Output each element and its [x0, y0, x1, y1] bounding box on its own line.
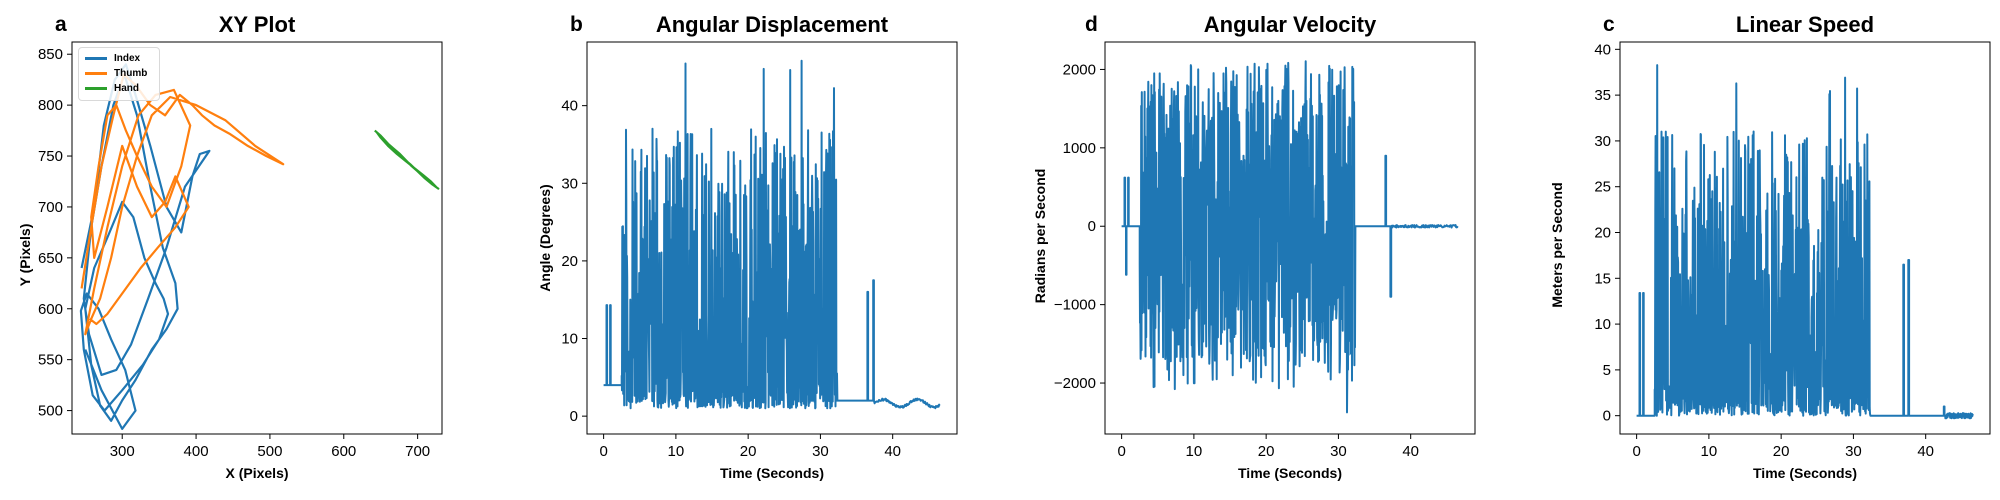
legend-swatch-index — [85, 56, 107, 60]
chart-title-xy-plot: XY Plot — [218, 12, 296, 37]
x-tick-label: 10 — [668, 443, 685, 460]
x-axis-label: X (Pixels) — [225, 465, 289, 481]
legend-label-index: Index — [114, 52, 141, 64]
chart-title-angular-displacement: Angular Displacement — [655, 12, 889, 37]
y-tick-label: 10 — [1594, 316, 1611, 333]
series-line-hand — [374, 129, 440, 190]
x-tick-label: 0 — [1632, 443, 1640, 460]
x-tick-label: 10 — [1701, 443, 1718, 460]
x-tick-label: 0 — [1117, 443, 1125, 460]
x-tick-label: 0 — [599, 443, 607, 460]
plot-area — [603, 59, 941, 410]
x-tick-label: 600 — [331, 443, 356, 460]
x-tick-label: 30 — [1845, 443, 1862, 460]
chart-title-angular-velocity: Angular Velocity — [1203, 12, 1377, 37]
y-tick-label: 5 — [1603, 362, 1611, 379]
plot-area — [79, 63, 440, 430]
panel-c: c Linear Speed 0 10 20 30 40 0 5 10 15 20 25 30 35 40… — [1500, 0, 2000, 500]
y-tick-label: 40 — [561, 98, 578, 115]
x-tick-label: 20 — [740, 443, 757, 460]
chart-title-linear-speed: Linear Speed — [1735, 12, 1875, 37]
y-tick-label: 20 — [1594, 225, 1611, 242]
legend-entry-index: Index — [85, 51, 140, 65]
y-tick-label: 15 — [1594, 270, 1611, 287]
x-axis-label: Time (Seconds) — [1753, 465, 1857, 481]
legend-entry-hand: Hand — [85, 81, 139, 95]
y-tick-label: 850 — [38, 46, 63, 63]
xy-plot-chart: 300 400 500 600 700 500 550 600 650 700 750 800 850 — [38, 41, 443, 460]
y-tick-label: 800 — [38, 97, 63, 114]
y-axis-label: Angle (Degrees) — [537, 184, 553, 292]
x-tick-label: 20 — [1773, 443, 1790, 460]
y-tick-label: 35 — [1594, 87, 1611, 104]
plot-frame — [1619, 41, 1991, 435]
y-tick-label: 30 — [561, 175, 578, 192]
series-line-thumb — [80, 73, 285, 336]
x-tick-label: 500 — [257, 443, 282, 460]
plot-frame — [1104, 41, 1476, 435]
y-tick-label: −1000 — [1054, 297, 1096, 314]
y-tick-label: 25 — [1594, 179, 1611, 196]
angular-displacement-chart: 0 10 20 30 40 0 10 20 30 40 — [561, 41, 958, 460]
plot-area — [1636, 64, 1974, 420]
series-line — [1121, 60, 1459, 414]
legend-swatch-hand — [85, 86, 107, 90]
x-axis-label: Time (Seconds) — [720, 465, 824, 481]
x-tick-label: 10 — [1186, 443, 1203, 460]
panel-letter-c: c — [1603, 13, 1615, 36]
legend-label-hand: Hand — [114, 82, 139, 94]
y-axis-label: Meters per Second — [1549, 182, 1565, 308]
y-tick-label: 30 — [1594, 133, 1611, 150]
plot-area — [1121, 60, 1459, 414]
series-line-index — [79, 63, 211, 430]
plot-frame — [71, 41, 443, 435]
y-tick-label: −2000 — [1054, 375, 1096, 392]
panel-letter-d: d — [1085, 13, 1098, 36]
y-tick-label: 1000 — [1063, 140, 1096, 157]
series-line — [603, 59, 941, 410]
y-axis-label: Radians per Second — [1032, 168, 1048, 304]
x-tick-label: 30 — [1330, 443, 1347, 460]
x-axis-label: Time (Seconds) — [1238, 465, 1342, 481]
x-tick-label: 700 — [405, 443, 430, 460]
x-tick-label: 40 — [884, 443, 901, 460]
y-tick-label: 600 — [38, 301, 63, 318]
y-axis-label: Y (Pixels) — [17, 223, 33, 287]
y-tick-label: 20 — [561, 253, 578, 270]
y-tick-label: 2000 — [1063, 61, 1096, 78]
x-tick-label: 40 — [1917, 443, 1934, 460]
panel-letter-b: b — [570, 13, 583, 36]
x-tick-label: 300 — [110, 443, 135, 460]
y-tick-label: 500 — [38, 403, 63, 420]
y-tick-label: 10 — [561, 331, 578, 348]
panel-d: d Angular Velocity 0 10 20 30 40 −2000 −1000 0 1… — [1000, 0, 1500, 500]
legend: Index Thumb Hand — [78, 47, 160, 101]
panel-b: b Angular Displacement 0 10 20 30 40 0 10 20 30 4… — [500, 0, 1000, 500]
plot-frame — [586, 41, 958, 435]
y-tick-label: 0 — [1088, 218, 1096, 235]
y-tick-label: 750 — [38, 148, 63, 165]
y-tick-label: 650 — [38, 250, 63, 267]
legend-entry-thumb: Thumb — [85, 66, 147, 80]
y-tick-label: 40 — [1594, 41, 1611, 58]
panel-a: a XY Plot 300 400 500 600 700 500 550 600 650 700… — [0, 0, 500, 500]
y-tick-label: 700 — [38, 199, 63, 216]
legend-label-thumb: Thumb — [114, 67, 148, 79]
x-tick-label: 30 — [812, 443, 829, 460]
linear-speed-chart: 0 10 20 30 40 0 5 10 15 20 25 30 35 40 — [1594, 41, 1991, 460]
legend-swatch-thumb — [85, 71, 107, 75]
x-tick-label: 40 — [1402, 443, 1419, 460]
series-line — [1636, 64, 1974, 420]
x-tick-label: 20 — [1258, 443, 1275, 460]
angular-velocity-chart: 0 10 20 30 40 −2000 −1000 0 1000 2000 — [1054, 41, 1476, 460]
panel-letter-a: a — [55, 13, 67, 36]
y-tick-label: 550 — [38, 352, 63, 369]
x-tick-label: 400 — [184, 443, 209, 460]
y-tick-label: 0 — [570, 408, 578, 425]
y-tick-label: 0 — [1603, 408, 1611, 425]
